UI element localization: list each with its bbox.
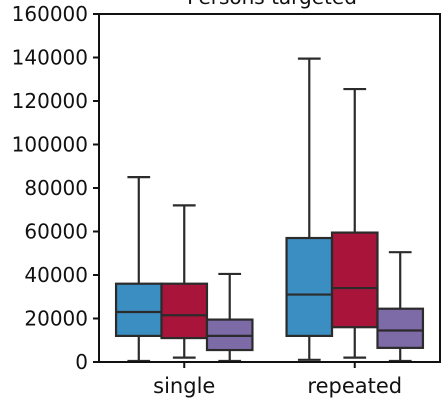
box-iqr (285, 236, 334, 337)
y-tick-label: 60000 (24, 220, 88, 244)
box-repeated-series-2 (330, 87, 379, 359)
box-repeated-series-3 (376, 251, 425, 363)
box-iqr (114, 282, 163, 338)
y-tick-label: 100000 (12, 133, 88, 157)
y-tick-label: 120000 (12, 89, 88, 113)
y-axis: 0 20000 40000 60000 80000 100000 120000 140000 1… (12, 2, 99, 374)
y-tick-label: 20000 (24, 307, 88, 331)
plot-frame (98, 13, 441, 363)
box-repeated-series-1 (285, 57, 334, 361)
box-single-series-1 (114, 176, 163, 363)
x-axis: single repeated (153, 362, 402, 398)
y-tick-label: 80000 (24, 176, 88, 200)
box-iqr (330, 231, 379, 329)
y-tick-label: 0 (75, 350, 88, 374)
box-single-series-2 (160, 204, 209, 359)
x-category-label: single (153, 374, 215, 398)
y-tick-label: 160000 (12, 2, 88, 26)
y-tick-label: 40000 (24, 263, 88, 287)
y-tick-label: 140000 (12, 46, 88, 70)
box-iqr (160, 282, 209, 340)
chart-title: Persons targeted (187, 0, 357, 9)
box-iqr (376, 307, 425, 349)
x-category-label: repeated (307, 374, 402, 398)
box-single-series-3 (205, 272, 254, 363)
boxes-layer (114, 57, 425, 363)
